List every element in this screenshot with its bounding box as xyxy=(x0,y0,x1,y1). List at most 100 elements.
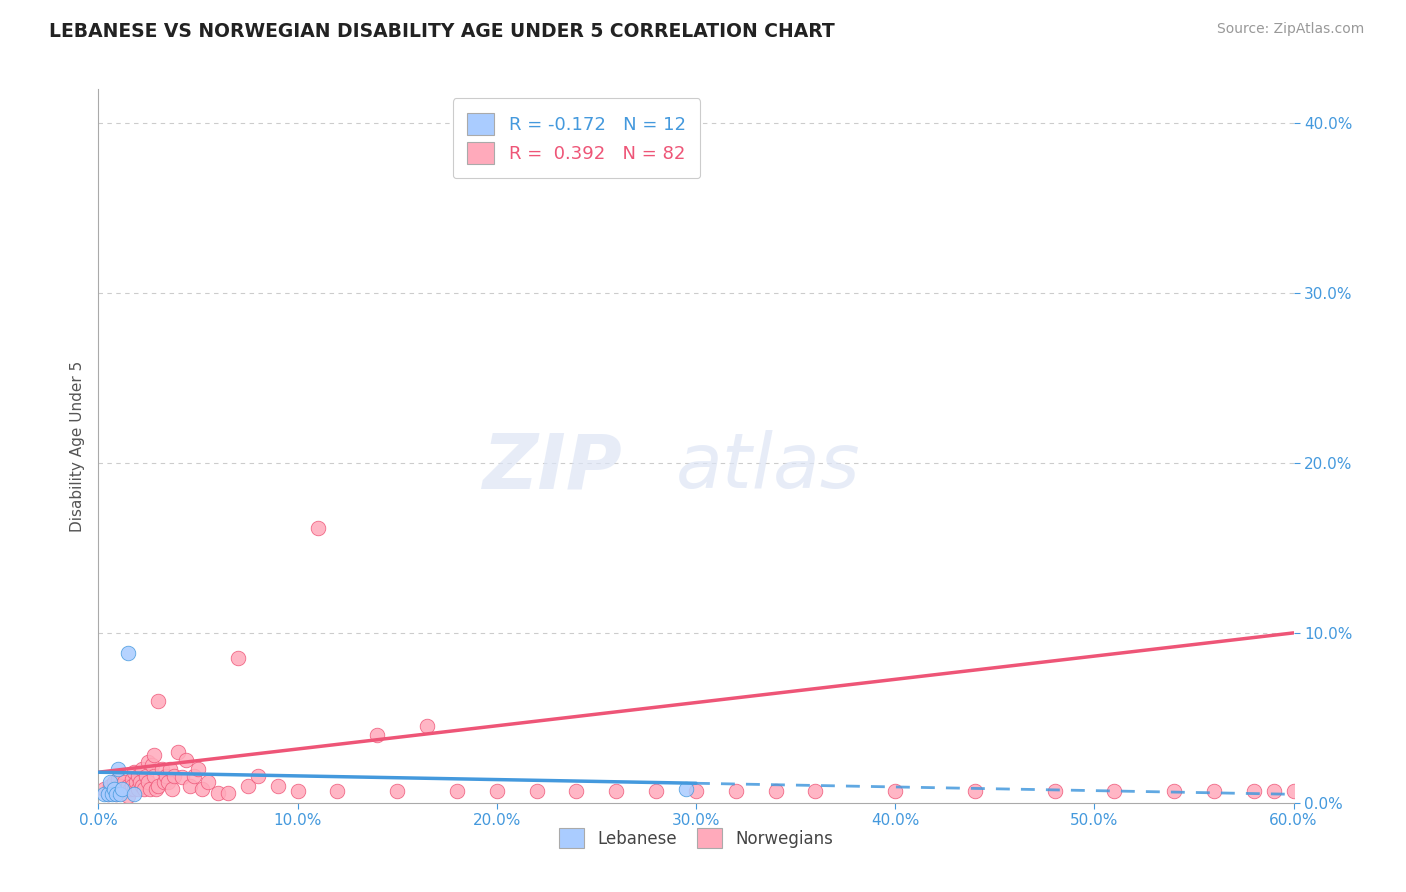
Point xyxy=(326,784,349,798)
Point xyxy=(145,782,167,797)
Point xyxy=(187,762,209,776)
Point xyxy=(191,782,214,797)
Point xyxy=(246,769,269,783)
Point xyxy=(121,772,143,786)
Text: Source: ZipAtlas.com: Source: ZipAtlas.com xyxy=(1216,22,1364,37)
Point xyxy=(101,787,124,801)
Point xyxy=(143,769,166,783)
Point xyxy=(160,782,183,797)
Point xyxy=(117,646,139,660)
Point xyxy=(148,779,170,793)
Point xyxy=(1104,784,1126,798)
Point xyxy=(179,779,201,793)
Point xyxy=(366,728,388,742)
Point xyxy=(105,787,128,801)
Point xyxy=(446,784,468,798)
Point xyxy=(226,651,249,665)
Point xyxy=(167,745,190,759)
Point xyxy=(139,782,162,797)
Point xyxy=(804,784,827,798)
Point xyxy=(207,786,229,800)
Point xyxy=(97,787,120,801)
Point xyxy=(136,755,159,769)
Point xyxy=(174,753,197,767)
Point xyxy=(1243,784,1265,798)
Point xyxy=(685,784,707,798)
Point xyxy=(105,787,128,801)
Point xyxy=(172,770,194,784)
Point xyxy=(1163,784,1185,798)
Point xyxy=(103,775,125,789)
Point xyxy=(236,779,259,793)
Point xyxy=(112,775,135,789)
Point xyxy=(645,784,668,798)
Point xyxy=(103,782,125,797)
Point xyxy=(163,769,186,783)
Point xyxy=(155,769,177,783)
Point xyxy=(267,779,290,793)
Point xyxy=(107,782,129,797)
Point xyxy=(485,784,508,798)
Point xyxy=(93,782,115,797)
Point xyxy=(117,779,139,793)
Point xyxy=(416,719,439,733)
Point xyxy=(526,784,548,798)
Point xyxy=(724,784,747,798)
Point xyxy=(287,784,309,798)
Point xyxy=(150,762,173,776)
Point xyxy=(157,775,180,789)
Point xyxy=(98,775,122,789)
Point xyxy=(93,787,115,801)
Point xyxy=(117,789,139,803)
Point xyxy=(605,784,627,798)
Point xyxy=(125,775,148,789)
Point xyxy=(141,758,163,772)
Point xyxy=(98,779,122,793)
Point xyxy=(120,782,142,797)
Point xyxy=(97,787,120,801)
Point xyxy=(565,784,588,798)
Point xyxy=(134,782,156,797)
Point xyxy=(765,784,787,798)
Point xyxy=(127,782,149,797)
Point xyxy=(111,784,134,798)
Point xyxy=(131,762,153,776)
Point xyxy=(183,769,205,783)
Point xyxy=(1263,784,1285,798)
Point xyxy=(148,694,170,708)
Point xyxy=(153,775,176,789)
Point xyxy=(124,787,146,801)
Point xyxy=(135,769,157,783)
Point xyxy=(963,784,986,798)
Point xyxy=(107,772,129,786)
Point xyxy=(124,782,146,797)
Point xyxy=(197,775,219,789)
Point xyxy=(115,782,138,797)
Point xyxy=(385,784,409,798)
Point xyxy=(217,786,239,800)
Point xyxy=(101,784,124,798)
Point xyxy=(159,762,181,776)
Point xyxy=(1043,784,1066,798)
Point xyxy=(884,784,907,798)
Legend: Lebanese, Norwegians: Lebanese, Norwegians xyxy=(553,822,839,855)
Point xyxy=(110,787,132,801)
Point xyxy=(307,520,329,534)
Point xyxy=(675,782,697,797)
Point xyxy=(111,782,134,797)
Text: atlas: atlas xyxy=(675,431,860,504)
Point xyxy=(131,779,153,793)
Point xyxy=(143,748,166,763)
Point xyxy=(136,775,159,789)
Point xyxy=(110,779,132,793)
Point xyxy=(121,779,143,793)
Point xyxy=(107,762,129,776)
Point xyxy=(1282,784,1305,798)
Point xyxy=(127,769,149,783)
Y-axis label: Disability Age Under 5: Disability Age Under 5 xyxy=(69,360,84,532)
Text: LEBANESE VS NORWEGIAN DISABILITY AGE UNDER 5 CORRELATION CHART: LEBANESE VS NORWEGIAN DISABILITY AGE UND… xyxy=(49,22,835,41)
Point xyxy=(1202,784,1225,798)
Point xyxy=(124,765,146,780)
Point xyxy=(129,775,152,789)
Text: ZIP: ZIP xyxy=(482,431,623,504)
